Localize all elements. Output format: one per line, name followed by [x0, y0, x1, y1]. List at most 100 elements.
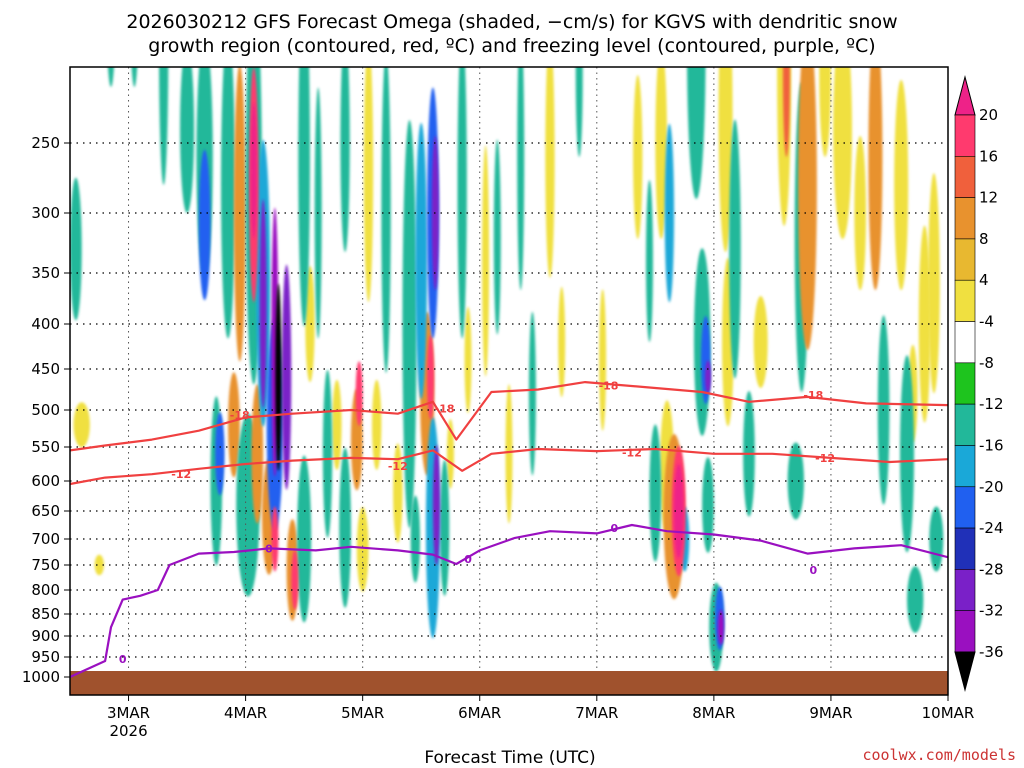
omega-cell — [271, 506, 279, 572]
omega-cell — [833, 67, 853, 239]
x-tick-label: 10MAR — [922, 704, 975, 722]
y-tick-label: 850 — [31, 605, 60, 623]
omega-cell — [702, 457, 714, 553]
colorbar-segment — [954, 156, 976, 198]
omega-cell — [356, 506, 369, 592]
omega-cell — [228, 372, 240, 478]
colorbar-segment — [954, 279, 976, 322]
omega-cell — [305, 265, 315, 383]
y-axis: 250 300 350 400 450 500 550 600 650 700 750 800 850 9… — [22, 134, 70, 686]
omega-cell — [332, 379, 342, 470]
omega-cell — [94, 554, 104, 576]
colorbar-label: 16 — [979, 147, 998, 165]
y-tick-label: 350 — [31, 264, 60, 282]
omega-cell — [107, 67, 115, 87]
omega-cell — [894, 79, 909, 291]
omega-cell — [159, 67, 169, 185]
ground-surface — [70, 671, 948, 695]
omega-cell — [649, 424, 662, 562]
contour-label: 0 — [464, 553, 472, 566]
omega-cell — [393, 443, 403, 543]
omega-cell — [705, 360, 712, 395]
colorbar-label: -16 — [979, 436, 1004, 454]
omega-cell — [900, 355, 915, 553]
omega-cell — [275, 283, 282, 472]
x-tick-label: 8MAR — [692, 704, 735, 722]
colorbar-label: -12 — [979, 395, 1004, 413]
contour-line — [70, 381, 948, 452]
omega-cell — [322, 369, 333, 538]
omega-cell — [427, 335, 435, 420]
y-tick-label: 550 — [31, 438, 60, 456]
colorbar-segment — [954, 569, 976, 611]
omega-cell — [464, 306, 472, 414]
colorbar-label: 12 — [979, 189, 998, 207]
contour-line — [70, 523, 948, 679]
y-tick-label: 400 — [31, 315, 60, 333]
contour-label: 0 — [265, 542, 273, 555]
omega-cell — [339, 447, 351, 608]
contour-label: -18 — [435, 402, 455, 415]
x-tick-label: 6MAR — [458, 704, 501, 722]
omega-cell — [633, 75, 643, 239]
omega-cell — [645, 180, 653, 342]
omega-cell — [457, 67, 467, 339]
x-axis-label: Forecast Time (UTC) — [424, 748, 595, 768]
omega-cell — [655, 67, 668, 239]
colorbar-label: -20 — [979, 478, 1004, 496]
omega-cell — [281, 264, 292, 490]
omega-cell — [528, 311, 536, 476]
y-tick-label: 900 — [31, 627, 60, 645]
omega-cell — [372, 379, 382, 470]
omega-cell — [918, 225, 931, 423]
omega-cell — [505, 384, 513, 524]
colorbar-label: 20 — [979, 106, 998, 124]
y-tick-label: 950 — [31, 648, 60, 666]
colorbar: 20 16 12 8 4 -4 -8 -12 -16 -20 -24 -28 -32 -36 — [954, 75, 1004, 692]
colorbar-label: -24 — [979, 519, 1004, 537]
colorbar-segment — [954, 445, 976, 488]
colorbar-label: 8 — [979, 230, 989, 248]
colorbar-segment — [954, 362, 976, 405]
omega-cell — [439, 459, 450, 596]
omega-cell — [446, 419, 454, 489]
omega-cell — [787, 442, 805, 520]
contour-line — [70, 447, 948, 486]
y-tick-label: 650 — [31, 502, 60, 520]
omega-shading — [70, 67, 944, 672]
y-tick-label: 300 — [31, 204, 60, 222]
omega-cell — [180, 67, 195, 213]
contour-label: 0 — [611, 522, 619, 535]
omega-cell — [819, 67, 831, 157]
contour-label: 0 — [119, 653, 127, 666]
omega-cell — [907, 566, 924, 633]
contour-label: -12 — [815, 452, 835, 465]
omega-cell — [868, 67, 883, 291]
contour-label: -18 — [230, 409, 250, 422]
y-tick-label: 800 — [31, 581, 60, 599]
omega-cell — [381, 67, 391, 373]
plot-area: -12 -12 -12 -12 -18 -18 -18 -18 0 0 0 0 0 — [69, 66, 949, 696]
omega-cell — [215, 412, 225, 496]
omega-cell — [250, 103, 257, 239]
omega-cell — [687, 67, 706, 199]
colorbar-label: -28 — [979, 560, 1004, 578]
y-tick-label: 1000 — [22, 668, 60, 686]
colorbar-label: 4 — [979, 271, 989, 289]
x-tick-label: 9MAR — [809, 704, 852, 722]
contour-label: 0 — [810, 564, 818, 577]
omega-cell — [432, 444, 440, 566]
credit-text: coolwx.com/models — [862, 746, 1016, 764]
x-tick-sublabel: 2026 — [109, 722, 147, 740]
omega-cell — [363, 67, 374, 303]
omega-cell — [251, 384, 264, 524]
colorbar-segment — [954, 114, 976, 157]
omega-cell — [355, 361, 363, 426]
colorbar-bottom-arrow — [954, 651, 976, 692]
omega-cell — [753, 296, 768, 388]
y-tick-label: 600 — [31, 472, 60, 490]
omega-cell — [233, 67, 246, 362]
omega-cell — [558, 286, 566, 398]
